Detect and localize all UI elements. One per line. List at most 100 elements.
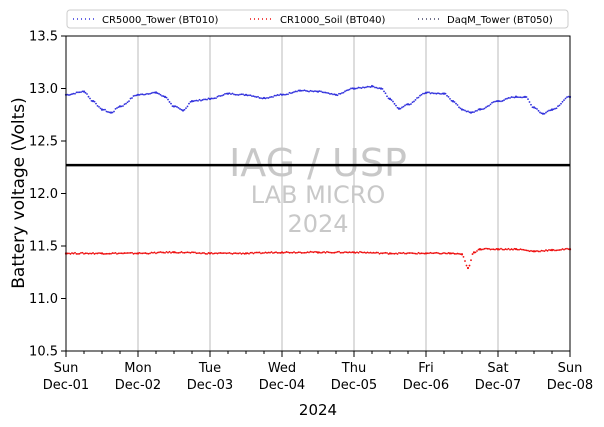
data-point — [401, 106, 403, 109]
data-point — [129, 97, 132, 100]
data-point — [231, 252, 234, 255]
data-point — [531, 250, 534, 253]
data-point — [530, 249, 532, 252]
data-point — [503, 248, 505, 251]
data-point — [122, 105, 124, 107]
data-point — [294, 251, 297, 254]
data-point — [237, 252, 240, 255]
data-point — [183, 251, 186, 254]
data-point — [440, 93, 442, 95]
data-point — [111, 252, 114, 254]
x-tick-date: Dec-08 — [547, 378, 593, 393]
data-point — [476, 109, 478, 112]
data-point — [388, 252, 392, 255]
data-point — [159, 251, 162, 253]
data-point — [392, 252, 394, 255]
data-point — [230, 93, 232, 96]
data-point — [362, 86, 364, 89]
data-point — [557, 105, 559, 108]
data-point — [558, 249, 561, 251]
data-point — [473, 111, 475, 114]
data-point — [555, 249, 558, 252]
data-point — [131, 251, 133, 254]
data-point — [176, 251, 178, 254]
data-point — [410, 103, 412, 105]
data-point — [477, 108, 480, 111]
data-point — [558, 104, 561, 107]
data-point — [323, 251, 325, 253]
data-point — [233, 252, 235, 255]
data-point — [350, 87, 352, 90]
data-point — [408, 252, 411, 254]
data-point — [75, 91, 78, 94]
data-point — [278, 251, 280, 254]
data-point — [555, 107, 558, 110]
data-point — [234, 252, 237, 255]
data-point — [252, 252, 255, 255]
data-point — [335, 251, 337, 254]
data-point — [116, 253, 118, 255]
data-point — [311, 90, 313, 93]
data-point — [539, 250, 541, 253]
x-tick-label: Sat Dec-07 — [475, 361, 521, 393]
x-tick-label: Mon Dec-02 — [115, 361, 161, 393]
data-point — [545, 111, 547, 114]
data-point — [194, 251, 196, 254]
data-point — [134, 252, 136, 255]
data-point — [470, 259, 472, 262]
data-point — [332, 93, 334, 96]
data-point — [114, 107, 117, 110]
data-point — [272, 96, 274, 98]
data-point — [338, 250, 340, 253]
data-point — [302, 251, 304, 254]
data-point — [172, 251, 176, 254]
data-point — [537, 109, 540, 112]
data-point — [99, 252, 102, 255]
data-point — [347, 251, 349, 254]
data-point — [228, 251, 231, 254]
data-point — [348, 251, 351, 253]
data-point — [278, 94, 280, 97]
data-point — [458, 106, 460, 109]
data-point — [399, 252, 402, 255]
data-point — [129, 252, 132, 254]
data-point — [143, 93, 145, 96]
data-point — [77, 91, 79, 94]
data-point — [398, 251, 400, 254]
data-point — [128, 100, 130, 102]
data-point — [393, 102, 396, 105]
data-point — [428, 91, 430, 94]
data-point — [273, 94, 276, 97]
data-point — [509, 97, 511, 99]
data-point — [424, 252, 428, 255]
data-point — [125, 252, 127, 255]
data-point — [488, 247, 490, 250]
data-point — [417, 251, 420, 254]
data-point — [98, 252, 100, 254]
data-point — [345, 89, 348, 92]
data-point — [443, 252, 445, 254]
data-point — [186, 105, 189, 108]
data-point — [444, 92, 447, 95]
data-point — [342, 91, 345, 94]
data-point — [263, 252, 265, 254]
data-point — [200, 252, 202, 255]
data-point — [198, 98, 201, 101]
legend: CR5000_Tower (BT010) CR1000_Soil (BT040)… — [66, 9, 569, 29]
data-point — [90, 252, 93, 255]
data-point — [120, 105, 123, 108]
data-point — [269, 251, 271, 254]
data-point — [503, 99, 505, 102]
data-point — [155, 252, 157, 255]
data-point — [414, 252, 417, 255]
data-point — [447, 95, 450, 98]
data-point — [280, 251, 284, 254]
data-point — [312, 251, 315, 254]
data-point — [126, 252, 129, 254]
data-point — [287, 251, 289, 254]
x-tick-date: Dec-07 — [475, 378, 521, 393]
legend-item-1: CR1000_Soil (BT040) — [250, 15, 386, 26]
data-point — [77, 253, 79, 255]
data-point — [344, 251, 346, 253]
data-point — [149, 252, 151, 255]
